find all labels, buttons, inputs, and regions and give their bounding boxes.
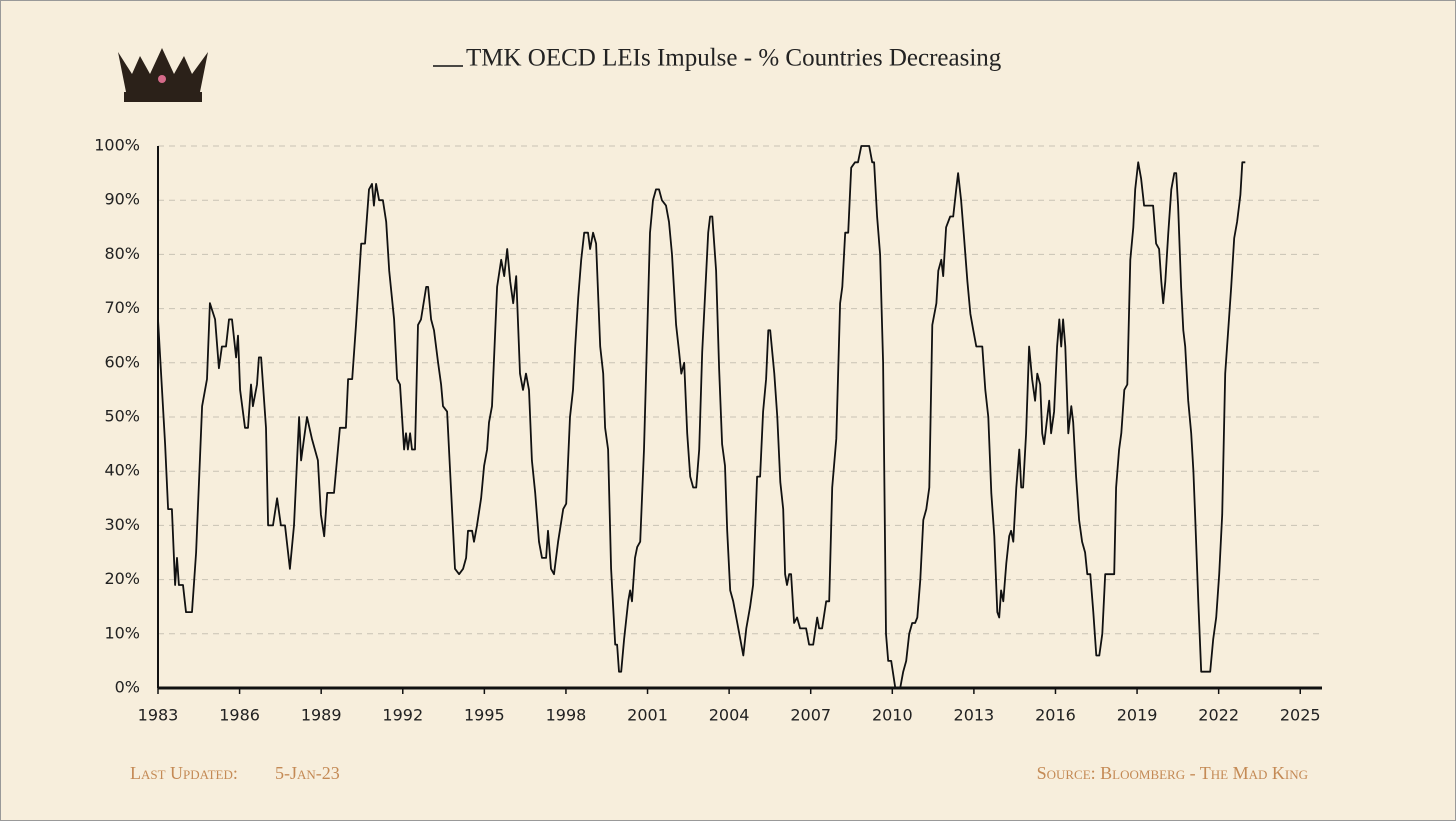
y-tick-label: 100% <box>94 136 140 155</box>
x-tick-label: 1989 <box>301 706 342 725</box>
x-tick-label: 1995 <box>464 706 505 725</box>
x-tick-label: 2007 <box>790 706 831 725</box>
y-tick-label: 70% <box>104 298 140 317</box>
footer-label: Last Updated: <box>130 763 238 783</box>
x-tick-label: 2001 <box>627 706 668 725</box>
y-tick-label: 60% <box>104 352 140 371</box>
y-tick-label: 50% <box>104 407 140 426</box>
x-tick-label: 2010 <box>872 706 913 725</box>
series-line <box>157 145 1246 689</box>
y-tick-label: 10% <box>104 623 140 642</box>
y-tick-label: 20% <box>104 569 140 588</box>
y-tick-label: 80% <box>104 244 140 263</box>
footer-source: Source: Bloomberg - The Mad King <box>1037 763 1308 783</box>
x-tick-label: 2016 <box>1035 706 1076 725</box>
x-tick-label: 1983 <box>138 706 179 725</box>
x-tick-label: 1998 <box>546 706 587 725</box>
x-tick-label: 2025 <box>1280 706 1321 725</box>
x-tick-label: 2013 <box>954 706 995 725</box>
y-tick-label: 0% <box>115 678 140 697</box>
x-tick-label: 2004 <box>709 706 750 725</box>
footer-date: 5-Jan-23 <box>275 763 340 783</box>
x-tick-label: 1992 <box>382 706 423 725</box>
crown-logo <box>118 48 208 102</box>
x-tick-label: 2022 <box>1198 706 1239 725</box>
y-tick-label: 40% <box>104 461 140 480</box>
x-tick-label: 2019 <box>1117 706 1158 725</box>
x-tick-label: 1986 <box>219 706 260 725</box>
y-tick-label: 90% <box>104 190 140 209</box>
y-tick-label: 30% <box>104 515 140 534</box>
legend-label: TMK OECD LEIs Impulse - % Countries Decr… <box>466 45 1002 72</box>
